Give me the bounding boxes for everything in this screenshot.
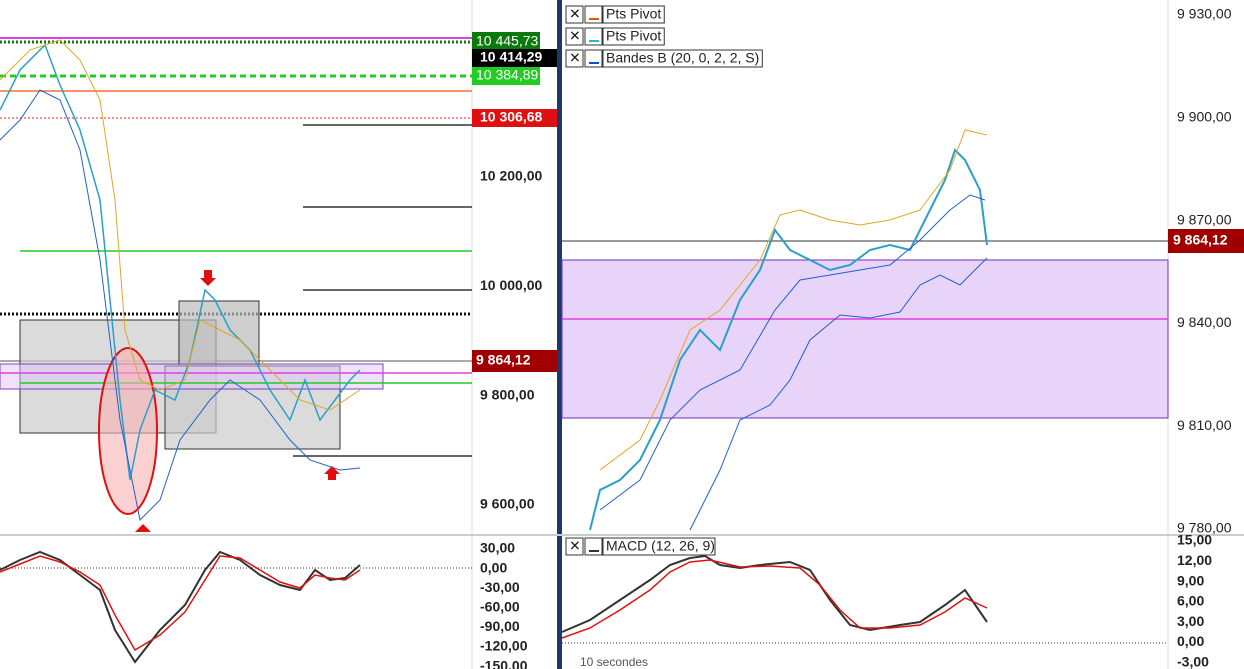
axis-label: 9,00: [1177, 572, 1204, 588]
legend: ✕ Pts Pivot ✕ Pts Pivot ✕ Bandes B (20, 0, 2,…: [565, 5, 763, 68]
legend-toggle[interactable]: [565, 5, 584, 24]
axis-label: 0,00: [480, 559, 507, 575]
left-macd-axis: 30,00 0,00 -30,00 -60,00 -90,00 -120,00 -150,0…: [480, 540, 528, 669]
zone-band: [561, 259, 1169, 419]
legend-label: Pts Pivot: [606, 6, 661, 22]
toggle-icon: ✕: [569, 28, 581, 44]
axis-label: -120,00: [480, 638, 528, 654]
right-macd: ✕ MACD (12, 26, 9) 10 secondes: [561, 537, 1168, 669]
left-chart: [0, 37, 557, 532]
legend-swatch: [584, 537, 603, 556]
axis-label: 3,00: [1177, 613, 1204, 629]
price-badge: [1168, 229, 1244, 253]
band-upper: [599, 129, 988, 471]
legend-swatch: [584, 49, 603, 68]
badge-text: 10 384,89: [476, 67, 538, 83]
price-badge: [472, 32, 540, 50]
badge-text: 9 864,12: [1173, 232, 1228, 248]
axis-label: 9 930,00: [1177, 6, 1232, 22]
macd-line: [0, 550, 361, 664]
axis-label: 9 780,00: [1177, 520, 1232, 536]
legend-label-box: [602, 49, 763, 68]
legend-swatch: [584, 27, 603, 46]
signal-arrow: [200, 270, 216, 286]
signal-arrow: [324, 466, 340, 480]
divider: [557, 0, 562, 669]
toggle-icon: ✕: [569, 6, 581, 22]
left-macd: [0, 550, 472, 664]
price-badge: [472, 67, 540, 85]
axis-label: -30,00: [480, 579, 520, 595]
axis-label: 9 800,00: [480, 386, 535, 402]
legend-toggle[interactable]: [565, 27, 584, 46]
legend-label-box: [602, 5, 665, 24]
swatch-line: [589, 18, 599, 20]
zone-box: [178, 300, 260, 367]
signal-line: [561, 559, 988, 639]
axis-label: 30,00: [480, 540, 515, 556]
legend-toggle[interactable]: [565, 537, 584, 556]
badge-text: 10 306,68: [480, 109, 542, 125]
axis-label: 6,00: [1177, 593, 1204, 609]
badge-text: 10 414,29: [480, 49, 542, 65]
timeframe: 10 secondes: [580, 655, 648, 669]
legend-label: Bandes B (20, 0, 2, 2, S): [606, 50, 759, 66]
axis-label: 9 840,00: [1177, 314, 1232, 330]
band-middle: [599, 194, 986, 511]
badge-text: 10 445,73: [476, 33, 538, 49]
macd-legend: MACD (12, 26, 9): [606, 538, 715, 554]
axis-label: -3,00: [1177, 654, 1209, 669]
axis-label: 12,00: [1177, 552, 1212, 568]
swatch-line: [589, 62, 599, 64]
legend-label: Pts Pivot: [606, 28, 661, 44]
axis-label: 10 200,00: [480, 168, 542, 184]
axis-label: 9 810,00: [1177, 417, 1232, 433]
axis-label: 9 600,00: [480, 496, 535, 512]
left-price-axis: 10 200,00 10 000,00 9 800,00 9 600,00: [480, 168, 542, 512]
badge-text: 9 864,12: [476, 352, 531, 368]
axis-label: 10 000,00: [480, 277, 542, 293]
axis-label: 9 900,00: [1177, 109, 1232, 125]
zone-box: [0, 363, 384, 390]
axis-label: 9 870,00: [1177, 211, 1232, 227]
right-macd-axis: 15,00 12,00 9,00 6,00 3,00 0,00 -3,00: [1177, 532, 1212, 669]
price-badge: [472, 49, 557, 67]
macd-line: [561, 554, 988, 633]
highlight-ellipse: [98, 347, 158, 515]
price-series: [0, 43, 361, 481]
axis-label: -60,00: [480, 599, 520, 615]
signal-line: [0, 555, 361, 652]
axis-label: 15,00: [1177, 532, 1212, 548]
swatch-line: [589, 40, 599, 42]
right-price-axis: 9 930,00 9 900,00 9 870,00 9 840,00 9 810,00…: [1177, 6, 1232, 536]
legend-swatch: [584, 5, 603, 24]
axis-label: 0,00: [1177, 633, 1204, 649]
legend-label-box: [602, 537, 716, 556]
axis-label: -150,00: [480, 657, 528, 669]
legend-toggle[interactable]: [565, 49, 584, 68]
right-chart: [561, 129, 1169, 531]
band-lower: [0, 89, 361, 522]
close-icon: ✕: [569, 538, 581, 554]
legend-label-box: [602, 27, 665, 46]
price-badge: [472, 350, 557, 372]
price-badge: [472, 109, 557, 127]
band-lower: [689, 257, 988, 531]
band-upper: [0, 39, 361, 411]
signal-arrow: [135, 524, 151, 532]
swatch-line: [589, 550, 599, 552]
toggle-icon: ✕: [569, 50, 581, 66]
axis-label: -90,00: [480, 618, 520, 634]
